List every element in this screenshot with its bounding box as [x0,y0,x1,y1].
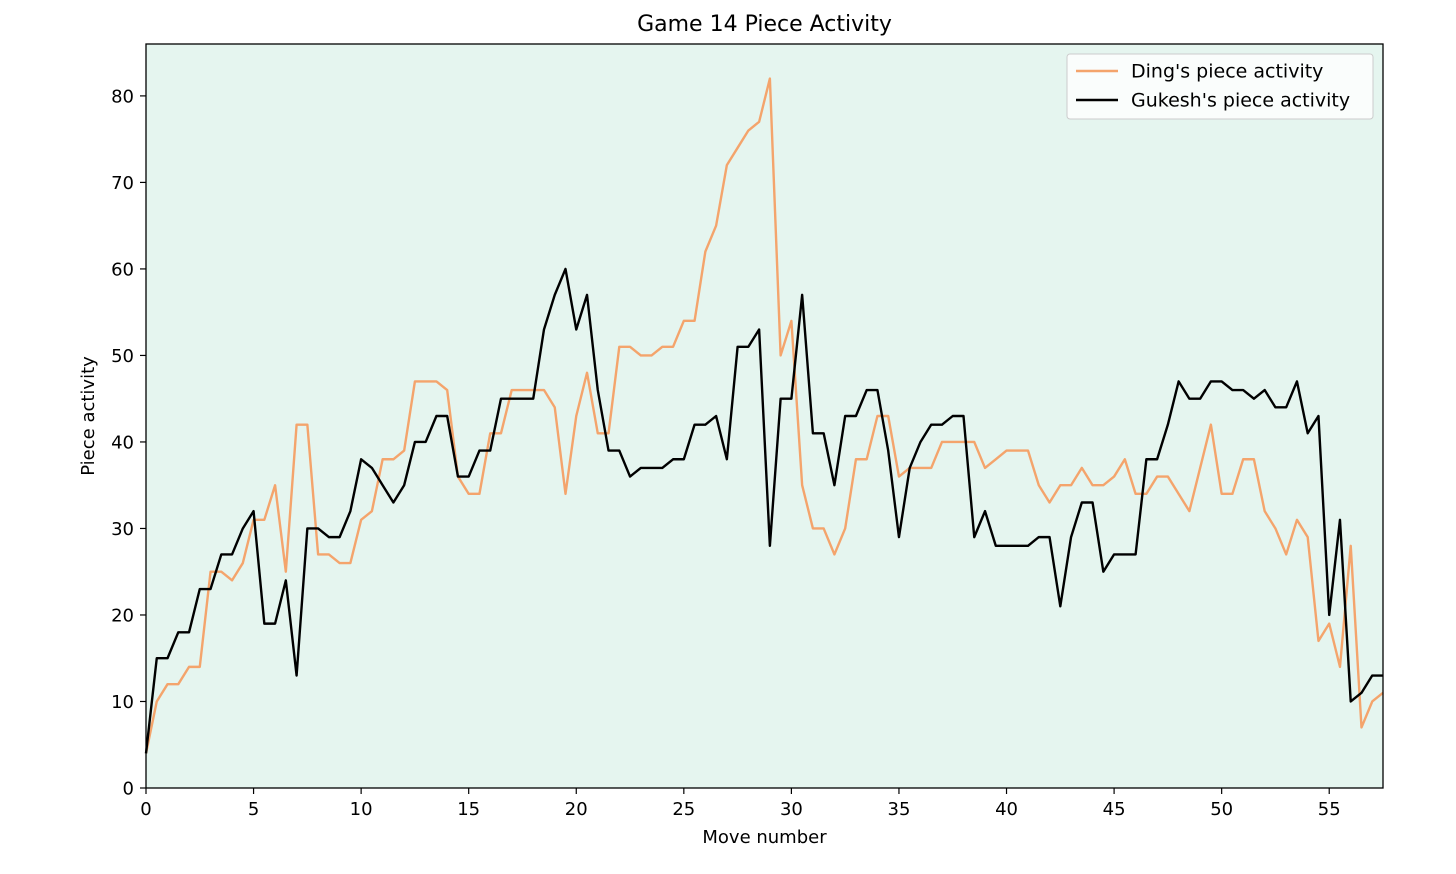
x-tick-label: 35 [888,799,911,820]
x-tick-label: 30 [780,799,803,820]
y-tick-label: 40 [111,432,134,453]
x-tick-label: 25 [672,799,695,820]
legend-label-gukesh: Gukesh's piece activity [1131,90,1350,112]
y-tick-label: 80 [111,86,134,107]
y-tick-label: 10 [111,692,134,713]
legend-label-ding: Ding's piece activity [1131,61,1323,83]
x-tick-label: 0 [140,799,151,820]
x-axis: 0 5 10 15 20 25 30 35 40 45 50 55 [140,788,1341,820]
plot-frame [145,43,1384,789]
y-tick-label: 0 [123,779,134,800]
x-tick-label: 15 [457,799,480,820]
y-tick-label: 60 [111,259,134,280]
chart-title: Game 14 Piece Activity [637,12,892,37]
series-layer [144,77,1384,754]
x-axis-title: Move number [702,827,827,848]
x-tick-label: 55 [1318,799,1341,820]
x-tick-label: 5 [248,799,259,820]
legend-box [1066,53,1374,120]
x-tick-label: 50 [1210,799,1233,820]
x-tick-label: 10 [350,799,373,820]
series-line-gukesh [144,267,1383,754]
y-tick-label: 50 [111,346,134,367]
legend: Ding's piece activity Gukesh's piece act… [1066,53,1374,120]
x-tick-label: 20 [565,799,588,820]
y-axis: 0 10 20 30 40 50 60 70 80 [111,86,146,800]
x-tick-label: 45 [1103,799,1126,820]
x-tick-label: 40 [995,799,1018,820]
series-line-ding [144,77,1384,754]
y-axis-title: Piece activity [78,356,99,476]
y-tick-label: 20 [111,605,134,626]
y-tick-label: 70 [111,173,134,194]
y-tick-label: 30 [111,519,134,540]
